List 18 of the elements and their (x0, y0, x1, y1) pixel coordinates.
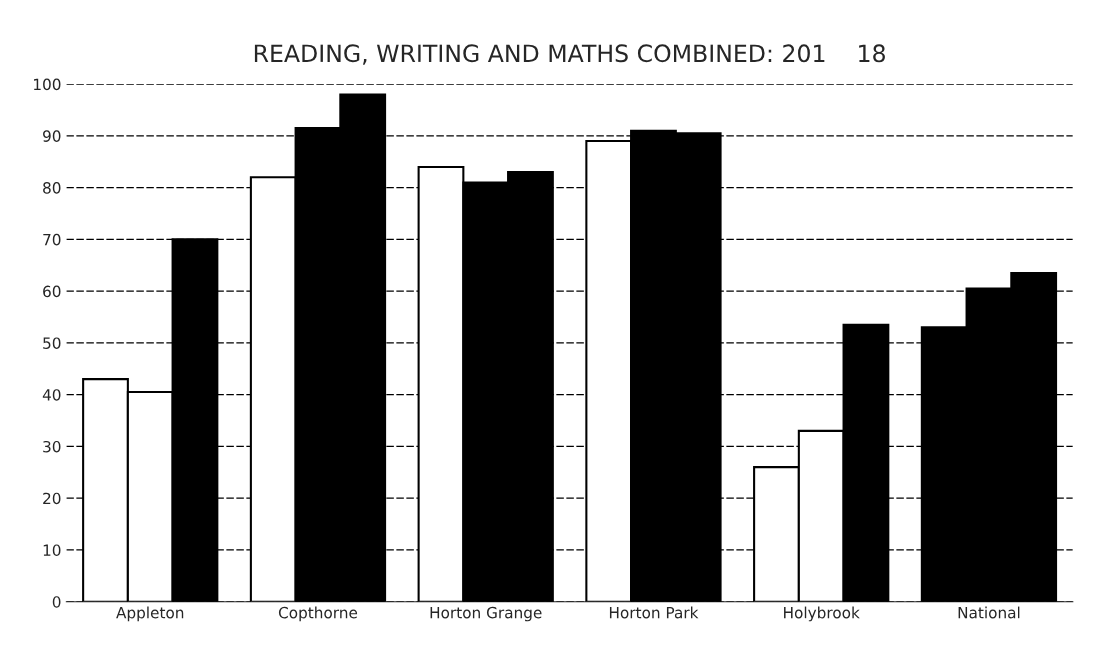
x-tick-label: Copthorne (278, 606, 358, 622)
chart-title: READING, WRITING AND MATHS COMBINED: 201 18 (254, 44, 885, 65)
y-tick-label: 0 (52, 596, 61, 608)
y-tick-label: 30 (43, 440, 61, 453)
x-tick-label: Appleton (116, 606, 184, 622)
y-tick-label: 50 (43, 337, 61, 349)
y-tick-label: 10 (43, 544, 61, 556)
y-tick-label: 60 (43, 285, 61, 298)
y-tick-label: 20 (43, 492, 61, 505)
y-tick-label: 40 (42, 389, 61, 401)
x-tick-label: Holybrook (784, 606, 860, 622)
x-tick-label: Horton Park (609, 606, 699, 619)
y-tick-label: 70 (43, 233, 61, 246)
y-tick-label: 100 (34, 78, 61, 91)
y-tick-label: 90 (43, 130, 61, 142)
y-tick-label: 80 (43, 182, 61, 194)
x-tick-label: National (958, 606, 1020, 619)
x-tick-label: Horton Grange (430, 606, 542, 622)
